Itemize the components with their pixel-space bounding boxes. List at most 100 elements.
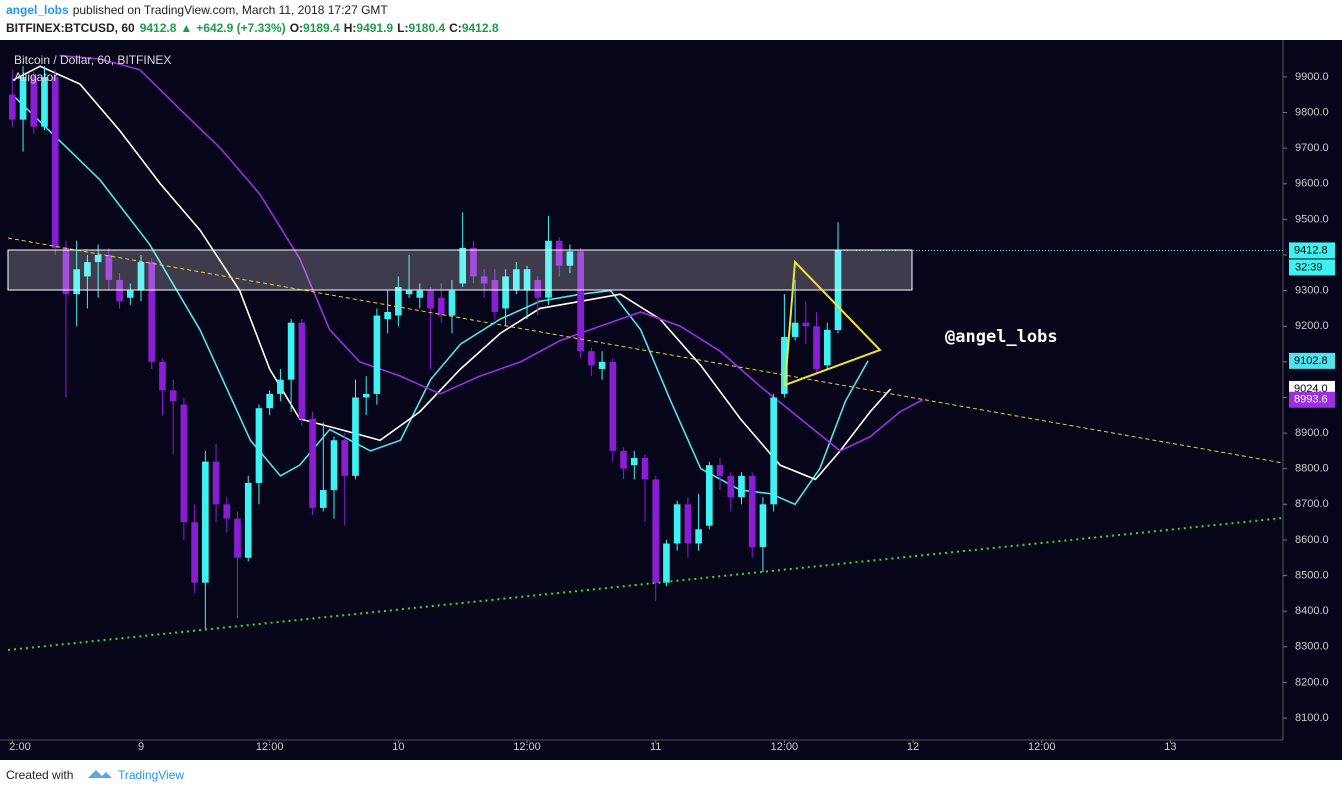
line-value-label: 8993.6	[1294, 394, 1328, 406]
candle-body	[512, 269, 520, 291]
ohlc-val: 9491.9	[356, 21, 393, 35]
zone-box	[7, 249, 913, 291]
ohlc-key: C:	[449, 21, 462, 35]
candle-body	[502, 276, 509, 309]
candle-body	[255, 408, 263, 483]
author-link[interactable]: angel_lobs	[6, 3, 69, 17]
x-tick-label: 12:00	[256, 741, 284, 753]
candle-body	[598, 361, 606, 369]
candle-body	[652, 479, 660, 583]
chart-title: Bitcoin / Dollar, 60, BITFINEX	[14, 53, 171, 67]
line-value-tag	[1289, 352, 1335, 369]
candle-body	[362, 393, 370, 398]
candle-body	[395, 287, 402, 316]
x-tick-label: 9	[138, 741, 144, 753]
candle-body	[330, 440, 338, 491]
candle-body	[813, 326, 820, 369]
candle-body	[352, 397, 359, 476]
y-tick-label: 8700.0	[1295, 498, 1329, 510]
footer-brand[interactable]: TradingView	[118, 768, 184, 782]
symbol: BITFINEX:BTCUSD, 60	[6, 21, 135, 35]
y-tick-label: 9500.0	[1295, 213, 1329, 225]
y-tick-label: 8200.0	[1295, 676, 1329, 688]
ohlc-val: 9189.4	[303, 21, 340, 35]
candle-body	[41, 76, 48, 127]
candle-body	[470, 247, 477, 277]
published: published on TradingView.com, March 11, …	[73, 3, 389, 17]
candle-body	[126, 290, 134, 298]
y-tick-label: 9700.0	[1295, 142, 1329, 154]
candle-body	[695, 529, 702, 544]
y-tick-label: 8400.0	[1295, 605, 1329, 617]
candle-body	[384, 311, 391, 320]
last: 9412.8	[140, 21, 177, 35]
candle-body	[51, 76, 59, 248]
last-price-tag	[1289, 242, 1335, 259]
y-tick-label: 8300.0	[1295, 641, 1329, 653]
candle-body	[180, 404, 188, 523]
candle-body	[770, 397, 777, 505]
candle-body	[62, 247, 70, 295]
alligator-line	[11, 65, 892, 481]
candle-body	[30, 76, 38, 127]
candle-body	[459, 247, 467, 284]
candle-body	[748, 475, 756, 548]
candle-body	[319, 490, 327, 508]
candle-body	[448, 290, 456, 316]
y-tick-label: 8900.0	[1295, 427, 1329, 439]
x-tick-label: 12:00	[1028, 741, 1056, 753]
trendline-dotted	[7, 517, 1284, 651]
candle-body	[373, 315, 381, 394]
candle-body	[620, 450, 627, 469]
candle-body	[416, 290, 424, 298]
candle-body	[663, 543, 670, 583]
y-tick-label: 8600.0	[1295, 534, 1329, 546]
candle-body	[159, 361, 166, 391]
alligator-line	[59, 54, 924, 452]
candle-body	[169, 390, 177, 402]
candle-body	[673, 504, 681, 544]
candle-body	[609, 361, 617, 451]
candle-body	[427, 290, 434, 309]
tv-logo	[88, 770, 112, 778]
candle-body	[555, 240, 563, 266]
candle-body	[716, 465, 724, 476]
candle-body	[791, 322, 799, 337]
y-tick-label: 9800.0	[1295, 106, 1329, 118]
y-tick-label: 8500.0	[1295, 569, 1329, 581]
ohlc-key: H:	[344, 21, 357, 35]
candle-body	[266, 393, 274, 409]
line-value-tag	[1289, 391, 1335, 408]
candle-body	[191, 522, 198, 583]
candle-body	[298, 322, 306, 419]
candle-body	[588, 351, 595, 366]
ohlc-key: L:	[397, 21, 408, 35]
annotation: @angel_lobs	[945, 327, 1058, 347]
ohlc-val: 9412.8	[462, 21, 499, 35]
candle-body	[105, 255, 113, 280]
arrow: ▲	[180, 21, 192, 35]
candle-body	[309, 418, 316, 508]
last-price-label: 9412.8	[1294, 244, 1328, 256]
candle-body	[566, 251, 574, 266]
y-tick-label: 9900.0	[1295, 71, 1329, 83]
candle-body	[738, 475, 745, 498]
candle-body	[534, 279, 542, 298]
y-tick-label: 8100.0	[1295, 712, 1329, 724]
candle-body	[684, 504, 692, 544]
candle-body	[84, 262, 91, 277]
ohlc-key: O:	[290, 21, 303, 35]
header-line-1: angel_lobs published on TradingView.com, …	[6, 3, 388, 17]
y-tick-label: 9600.0	[1295, 178, 1329, 190]
candle-body	[148, 262, 156, 362]
candle-body	[523, 269, 531, 291]
candle-body	[781, 336, 788, 394]
y-tick-label: 9300.0	[1295, 285, 1329, 297]
candle-body	[202, 461, 209, 583]
y-tick-label: 8800.0	[1295, 463, 1329, 475]
ohlc-val: 9180.4	[408, 21, 445, 35]
x-tick-label: 2:00	[9, 741, 30, 753]
candle-body	[341, 440, 349, 476]
candle-body	[705, 465, 713, 526]
